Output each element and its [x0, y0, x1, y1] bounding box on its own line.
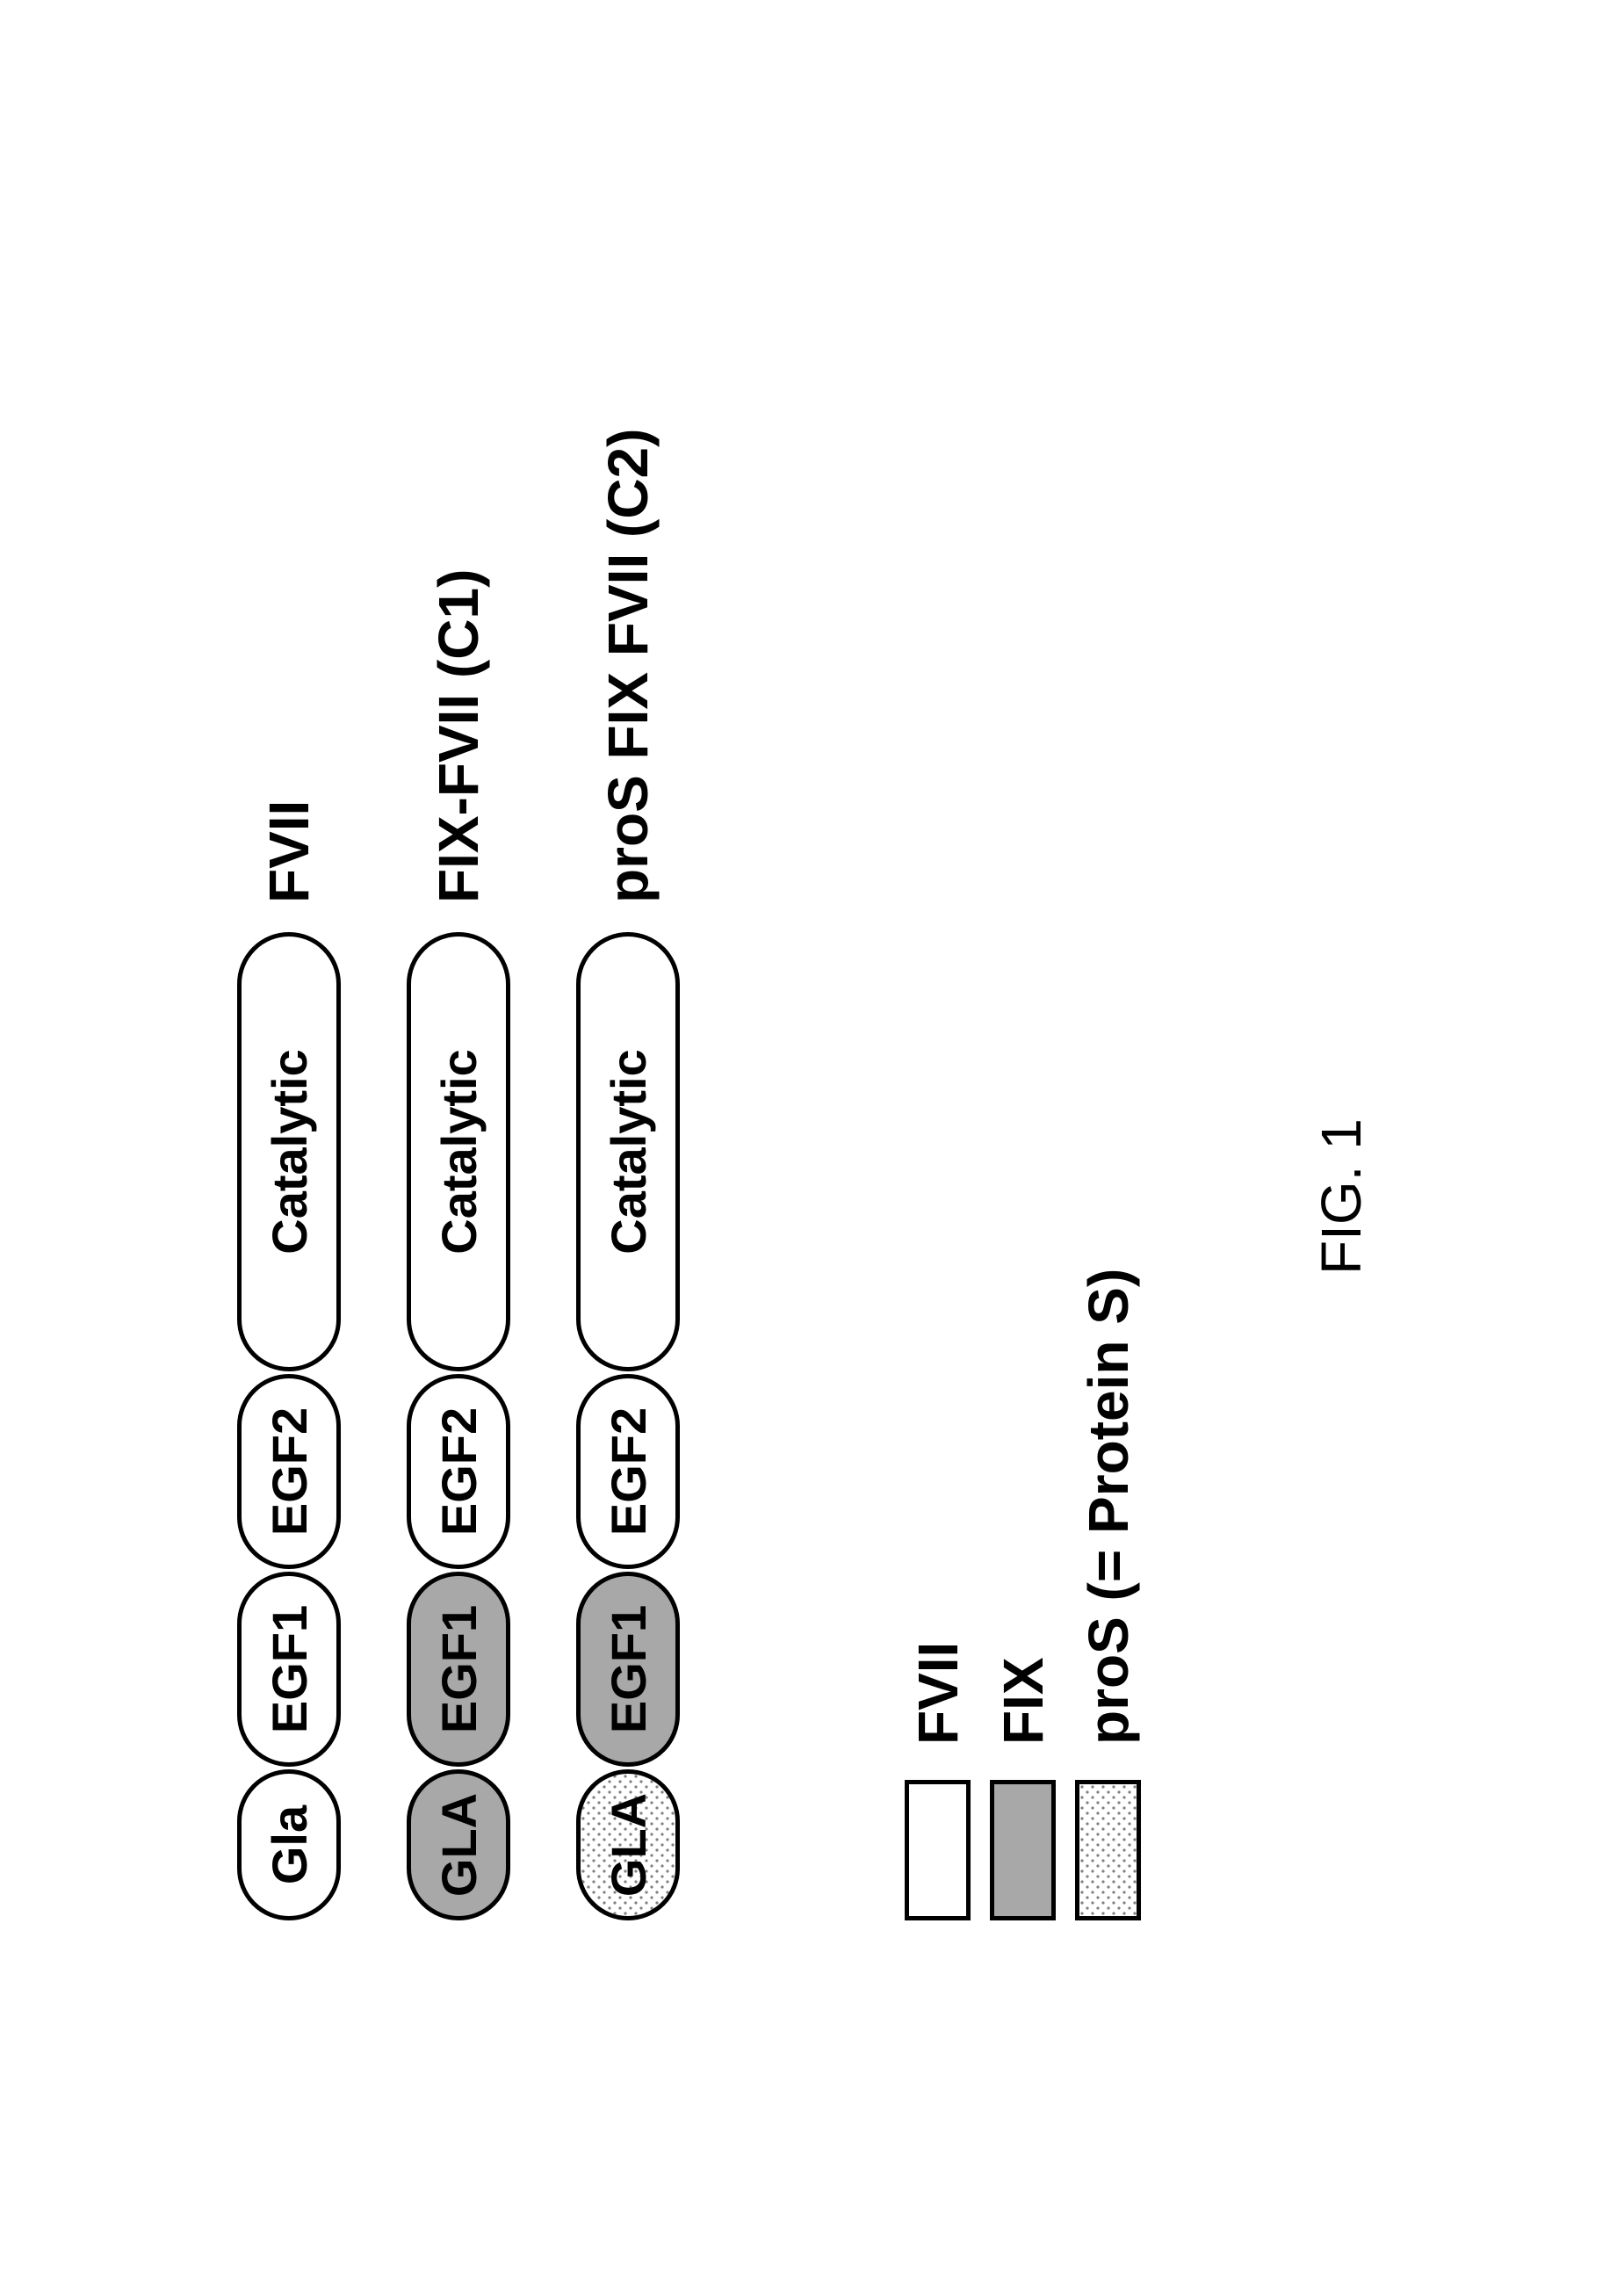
- domain-label: GLA: [599, 1792, 656, 1896]
- domain-label: Catalytic: [260, 1049, 317, 1254]
- domain-label: Gla: [260, 1804, 317, 1884]
- domain-gla: Gla: [237, 1769, 341, 1920]
- legend-label: FIX: [990, 1657, 1055, 1745]
- legend: FVII FIX proS (= Protein S): [905, 1268, 1141, 1920]
- domain-catalytic: Catalytic: [576, 932, 680, 1371]
- domain-label: EGF2: [599, 1407, 656, 1535]
- domain-label: EGF2: [260, 1407, 317, 1535]
- legend-swatch: [1075, 1780, 1141, 1920]
- row-label: FIX-FVII (C1): [426, 568, 491, 902]
- domain-row: GLA EGF1 EGF2 Catalytic FIX-FVII (C1): [407, 568, 510, 1920]
- row-label: proS FIX FVII (C2): [595, 428, 660, 902]
- legend-swatch: [905, 1780, 971, 1920]
- figure-label: FIG. 1: [1309, 1118, 1374, 1275]
- domain-label: Catalytic: [429, 1049, 487, 1254]
- domain-egf1: EGF1: [237, 1572, 341, 1767]
- figure-canvas: Gla EGF1 EGF2 Catalytic FVII GLA EGF1 EGF2 Catal…: [0, 0, 1624, 2278]
- domain-egf1: EGF1: [407, 1572, 510, 1767]
- domain-label: Catalytic: [599, 1049, 656, 1254]
- rotated-content: Gla EGF1 EGF2 Catalytic FVII GLA EGF1 EGF2 Catal…: [237, 358, 1388, 1920]
- domain-catalytic: Catalytic: [237, 932, 341, 1371]
- legend-label: FVII: [905, 1641, 970, 1744]
- domain-gla: GLA: [407, 1769, 510, 1920]
- domain-label: EGF1: [429, 1604, 487, 1732]
- legend-label: proS (= Protein S): [1075, 1268, 1140, 1744]
- legend-row: proS (= Protein S): [1075, 1268, 1141, 1920]
- domain-egf1: EGF1: [576, 1572, 680, 1767]
- domain-label: GLA: [429, 1792, 487, 1896]
- domain-egf2: EGF2: [576, 1374, 680, 1569]
- domain-label: EGF2: [429, 1407, 487, 1535]
- domain-egf2: EGF2: [407, 1374, 510, 1569]
- legend-row: FVII: [905, 1268, 971, 1920]
- domain-egf2: EGF2: [237, 1374, 341, 1569]
- domain-row: Gla EGF1 EGF2 Catalytic FVII: [237, 799, 341, 1920]
- domain-label: EGF1: [260, 1604, 317, 1732]
- legend-row: FIX: [990, 1268, 1056, 1920]
- domain-row: GLA EGF1 EGF2 Catalytic proS FIX FVII (C2): [576, 428, 680, 1920]
- legend-swatch: [990, 1780, 1056, 1920]
- domain-gla: GLA: [576, 1769, 680, 1920]
- domain-catalytic: Catalytic: [407, 932, 510, 1371]
- domain-label: EGF1: [599, 1604, 656, 1732]
- row-label: FVII: [256, 799, 321, 902]
